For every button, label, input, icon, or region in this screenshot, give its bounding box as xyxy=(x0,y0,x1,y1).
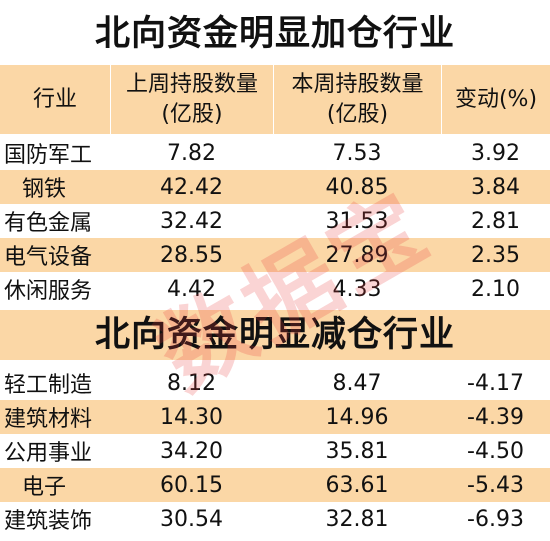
last-week-value: 7.82 xyxy=(167,140,216,166)
increase-title: 北向资金明显加仓行业 xyxy=(94,14,455,54)
industry-name: 国防军工 xyxy=(4,143,93,168)
this-week-value: 35.81 xyxy=(325,438,389,464)
this-week-value: 4.33 xyxy=(332,276,382,302)
table-row: 休闲服务 4.42 4.33 2.10 xyxy=(0,272,550,306)
table-row: 国防军工 7.82 7.53 3.92 xyxy=(0,136,550,170)
last-week-value: 4.42 xyxy=(167,276,216,302)
table-header: 行业 上周持股数量 (亿股) 本周持股数量 (亿股) 变动(%) xyxy=(0,65,550,134)
this-week-value: 40.85 xyxy=(325,174,389,200)
industry-name: 休闲服务 xyxy=(4,279,93,304)
last-week-value: 30.54 xyxy=(160,506,223,532)
header-industry: 行业 xyxy=(32,86,77,112)
this-week-value: 31.53 xyxy=(325,208,389,234)
this-week-value: 14.96 xyxy=(325,404,389,430)
this-week-value: 8.47 xyxy=(332,370,382,396)
industry-name: 钢铁 xyxy=(22,177,67,202)
table-row: 有色金属 32.42 31.53 2.81 xyxy=(0,204,550,238)
last-week-value: 14.30 xyxy=(160,404,223,430)
change-value: -6.93 xyxy=(467,506,524,532)
table-row: 钢铁 42.42 40.85 3.84 xyxy=(0,170,550,204)
industry-name: 建筑装饰 xyxy=(4,509,93,534)
table-row: 轻工制造 8.12 8.47 -4.17 xyxy=(0,366,550,400)
industry-name: 电气设备 xyxy=(4,245,93,270)
change-value: 2.10 xyxy=(471,276,520,302)
table-row: 电子 60.15 63.61 -5.43 xyxy=(0,468,550,502)
change-value: 3.84 xyxy=(471,174,520,200)
change-value: -4.17 xyxy=(467,370,524,396)
change-value: -4.39 xyxy=(467,404,524,430)
this-week-value: 63.61 xyxy=(325,472,389,498)
change-value: 2.81 xyxy=(471,208,520,234)
change-value: 3.92 xyxy=(471,140,520,166)
last-week-value: 28.55 xyxy=(160,242,223,268)
this-week-value: 27.89 xyxy=(325,242,389,268)
table-row: 建筑装饰 30.54 32.81 -6.93 xyxy=(0,502,550,536)
change-value: -5.43 xyxy=(467,472,524,498)
last-week-value: 32.42 xyxy=(160,208,223,234)
industry-name: 轻工制造 xyxy=(4,373,93,398)
industry-name: 建筑材料 xyxy=(4,407,93,432)
last-week-value: 8.12 xyxy=(167,370,216,396)
this-week-value: 32.81 xyxy=(325,506,389,532)
change-value: -4.50 xyxy=(467,438,524,464)
industry-name: 公用事业 xyxy=(4,441,93,466)
table-row: 建筑材料 14.30 14.96 -4.39 xyxy=(0,400,550,434)
change-value: 2.35 xyxy=(471,242,520,268)
industry-name: 电子 xyxy=(22,475,67,500)
table-row: 电气设备 28.55 27.89 2.35 xyxy=(0,238,550,272)
header-change: 变动(%) xyxy=(441,65,550,134)
header-this-week: 本周持股数量 (亿股) xyxy=(273,65,441,134)
last-week-value: 34.20 xyxy=(160,438,223,464)
last-week-value: 60.15 xyxy=(160,472,223,498)
last-week-value: 42.42 xyxy=(160,174,223,200)
industry-name: 有色金属 xyxy=(4,211,93,236)
decrease-title: 北向资金明显减仓行业 xyxy=(0,310,550,360)
this-week-value: 7.53 xyxy=(332,140,382,166)
table-row: 公用事业 34.20 35.81 -4.50 xyxy=(0,434,550,468)
header-last-week: 上周持股数量 (亿股) xyxy=(110,65,273,134)
